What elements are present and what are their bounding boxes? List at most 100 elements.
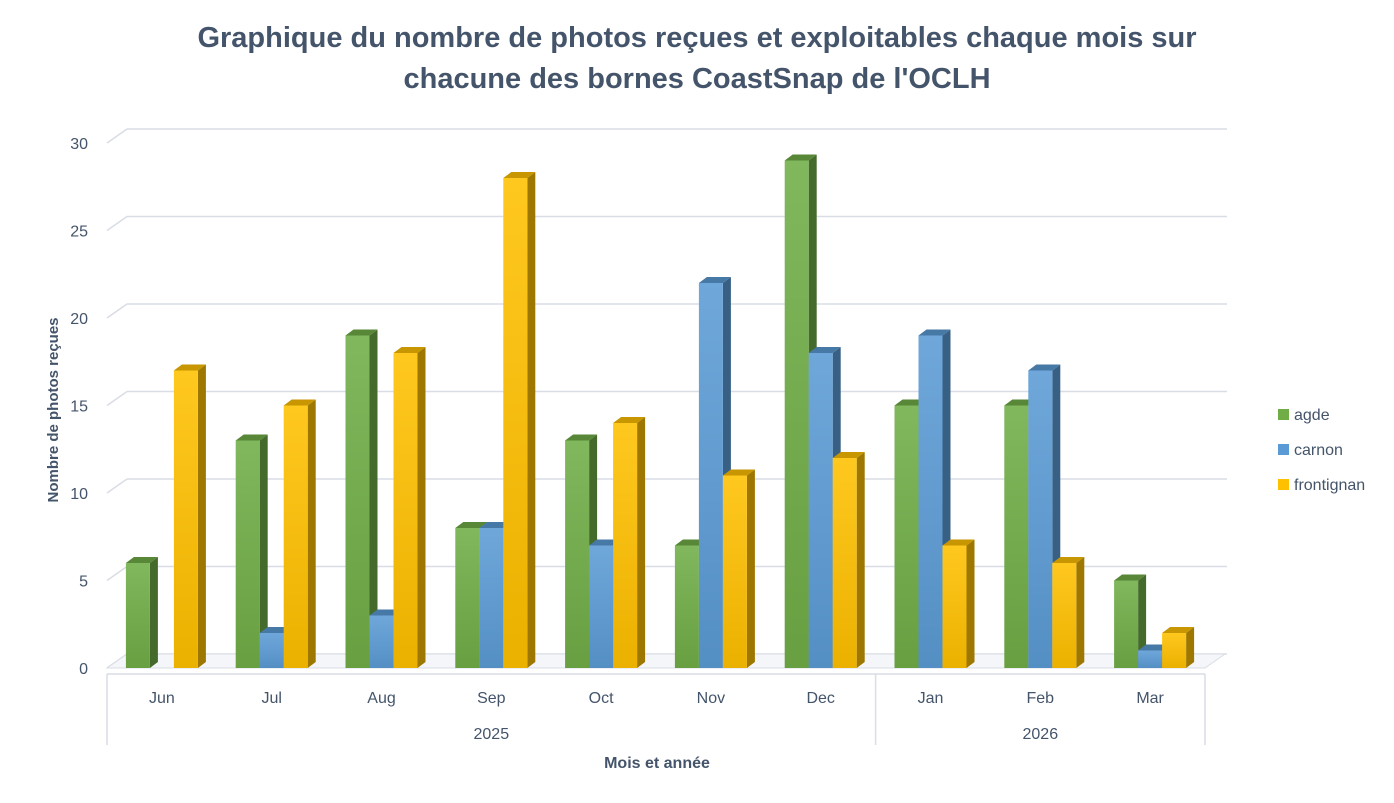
bar-frontignan-feb	[1052, 557, 1085, 668]
legend-item-frontignan: frontignan	[1278, 477, 1365, 494]
bar-front	[125, 563, 150, 668]
chart-title: Graphique du nombre de photos reçues et …	[0, 18, 1394, 100]
bar-front	[345, 335, 370, 668]
bar-side	[527, 172, 536, 668]
bar-agde-jun	[125, 557, 158, 668]
bar-front	[479, 528, 504, 668]
bar-top	[455, 522, 488, 528]
bar-top	[173, 364, 206, 371]
y-axis: 0 5 10 15 20 25 30	[70, 136, 88, 678]
bar-carnon-jan	[918, 329, 951, 668]
bar-top	[832, 452, 865, 458]
bar-front	[173, 370, 198, 668]
y-tick-label: 5	[79, 574, 88, 591]
legend-label: agde	[1294, 407, 1330, 424]
y-tick-label: 30	[70, 136, 88, 153]
x-tick-label: Feb	[1027, 690, 1055, 707]
legend-swatch	[1278, 409, 1289, 420]
bar-front	[455, 528, 480, 668]
bar-side	[1186, 627, 1195, 668]
bar-front	[894, 405, 919, 668]
bar-front	[784, 160, 809, 668]
bar-top	[1028, 364, 1061, 371]
bar-side	[259, 434, 268, 668]
y-tick-label: 20	[70, 311, 88, 328]
bar-frontignan-nov	[722, 469, 755, 668]
gridline-side	[106, 478, 128, 494]
bar-top	[393, 347, 426, 353]
legend-label: frontignan	[1294, 477, 1365, 494]
legend-swatch	[1278, 444, 1289, 455]
bar-side	[746, 469, 755, 668]
bar-top	[503, 172, 536, 178]
y-tick-label: 25	[70, 224, 88, 241]
bar-front	[393, 353, 418, 668]
gridline-side	[106, 128, 128, 144]
legend: agde carnon frontignan	[1278, 407, 1365, 494]
gridline-side	[106, 565, 128, 582]
x-tick-label: Nov	[697, 690, 725, 707]
bar-side	[369, 329, 378, 668]
y-axis-label: Nombre de photos reçues	[45, 317, 62, 502]
bar-front	[674, 545, 699, 668]
bar-front	[1114, 580, 1139, 668]
x-group-label: 2026	[1023, 726, 1059, 743]
x-tick-label: Jan	[918, 690, 944, 707]
bar-front	[259, 633, 284, 668]
bar-frontignan-sep	[503, 172, 536, 668]
bar-frontignan-mar	[1162, 627, 1195, 668]
bar-front	[832, 458, 857, 668]
bar-front	[722, 475, 747, 668]
bar-agde-aug	[345, 329, 378, 668]
bar-front	[565, 440, 590, 668]
x-tick-label: Jul	[261, 690, 281, 707]
gridline-side	[106, 390, 128, 407]
bar-side	[966, 539, 975, 668]
x-tick-label: Sep	[477, 690, 506, 707]
bar-front	[918, 335, 943, 668]
gridline-side	[106, 215, 128, 232]
bar-top	[722, 469, 755, 476]
bar-top	[235, 434, 268, 441]
bar-top	[698, 277, 731, 283]
x-tick-label: Aug	[367, 690, 395, 707]
bar-top	[345, 329, 378, 336]
bar-side	[197, 364, 206, 668]
bar-front	[808, 353, 833, 668]
bar-top	[784, 154, 817, 161]
gridline-side	[106, 303, 128, 319]
bar-agde-jul	[235, 434, 268, 668]
x-tick-label: Jun	[149, 690, 175, 707]
bar-side	[149, 557, 158, 668]
bar-top	[565, 434, 598, 441]
legend-label: carnon	[1294, 442, 1343, 459]
legend-item-agde: agde	[1278, 407, 1330, 424]
bar-front	[235, 440, 260, 668]
bar-series	[125, 154, 1195, 668]
y-tick-label: 15	[70, 399, 88, 416]
bar-frontignan-jun	[173, 364, 206, 668]
bar-front	[942, 545, 967, 668]
bar-front	[1052, 563, 1077, 668]
bar-side	[856, 452, 865, 668]
bar-front	[1028, 370, 1053, 668]
bar-frontignan-jul	[283, 399, 316, 668]
x-tick-label: Dec	[806, 690, 834, 707]
y-tick-label: 10	[70, 486, 88, 503]
bar-top	[613, 417, 646, 423]
bar-side	[637, 417, 646, 668]
bar-top	[942, 539, 975, 546]
bar-front	[503, 178, 528, 668]
bar-frontignan-aug	[393, 347, 426, 668]
bar-front	[1138, 650, 1163, 668]
chart-title-line-2: chacune des bornes CoastSnap de l'OCLH	[403, 63, 991, 95]
bar-side	[307, 399, 316, 668]
bar-top	[808, 347, 841, 353]
bar-front	[1162, 633, 1187, 668]
bar-side	[1076, 557, 1085, 668]
bar-frontignan-oct	[613, 417, 646, 668]
x-axis-label: Mois et année	[604, 755, 710, 772]
bar-frontignan-dec	[832, 452, 865, 668]
bar-top	[918, 329, 951, 336]
